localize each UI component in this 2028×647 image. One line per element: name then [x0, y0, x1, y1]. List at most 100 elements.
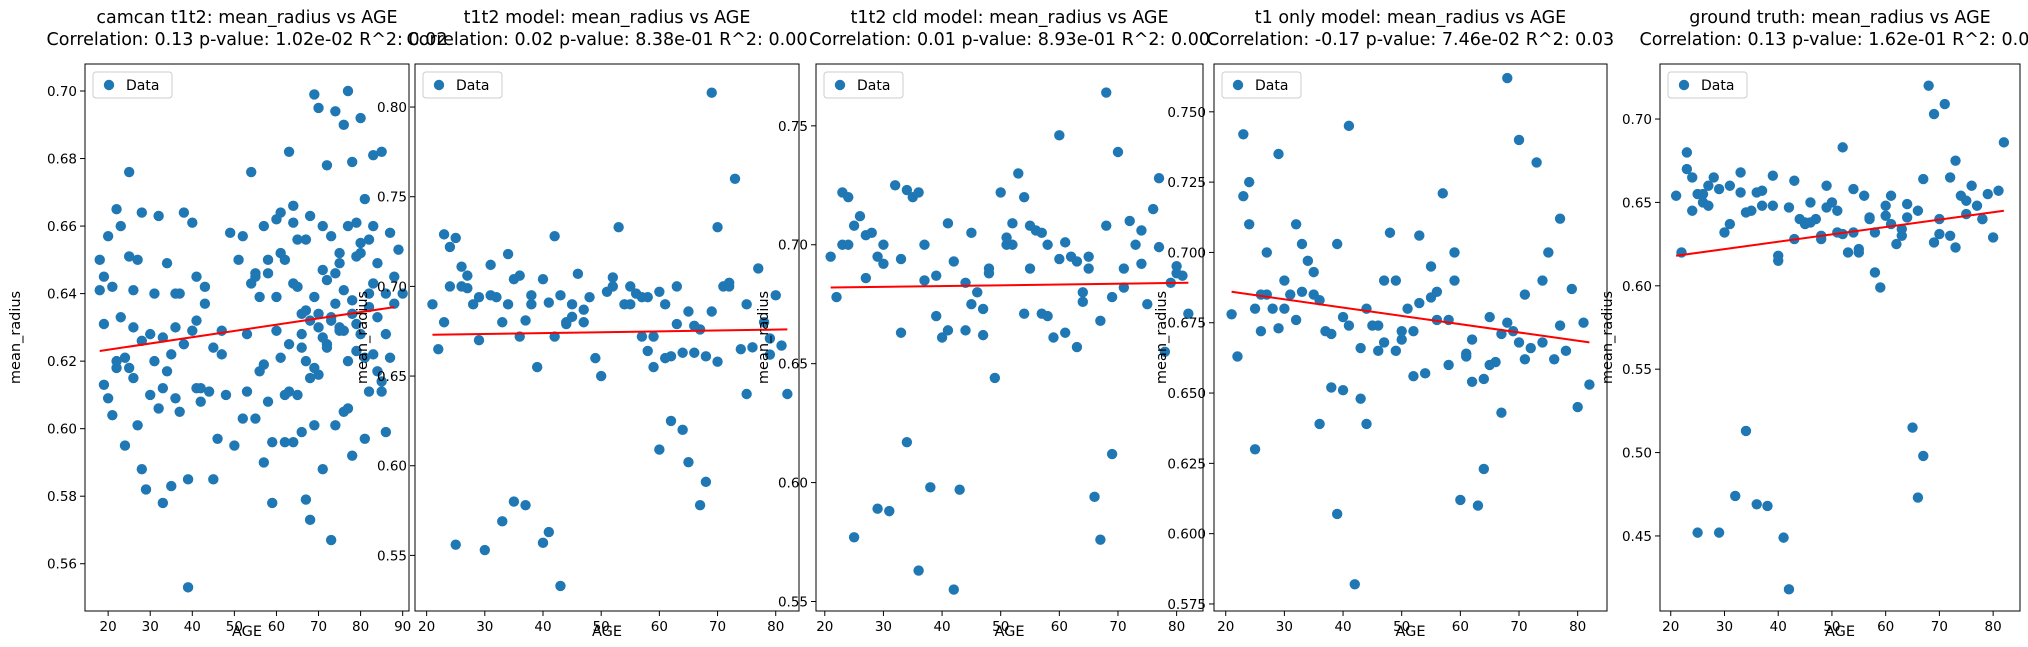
data-point: [723, 277, 735, 288]
data-point: [1390, 345, 1402, 357]
data-point: [1449, 247, 1460, 258]
legend-label: Data: [456, 78, 489, 94]
data-point: [1378, 337, 1390, 348]
data-point: [288, 217, 299, 228]
data-point: [683, 306, 694, 317]
data-point: [497, 516, 508, 527]
data-point: [237, 413, 248, 424]
data-point: [537, 274, 549, 285]
data-point: [1001, 232, 1012, 243]
data-point: [1060, 237, 1071, 248]
x-tick-label: 70: [310, 619, 327, 635]
x-tick-label: 20: [100, 619, 117, 635]
x-tick-label: 40: [1770, 619, 1787, 635]
data-point: [1735, 167, 1746, 178]
data-point: [689, 347, 700, 358]
data-point: [642, 345, 653, 357]
data-point: [1048, 332, 1059, 343]
data-point: [224, 227, 236, 239]
data-points: [825, 87, 1194, 595]
y-tick-label: 0.64: [47, 287, 77, 303]
data-point: [665, 351, 677, 362]
data-point: [1519, 354, 1531, 365]
data-point: [1355, 393, 1366, 404]
y-axis-label: mean_radius: [1154, 291, 1170, 384]
regression-line: [99, 306, 395, 352]
data-point: [338, 325, 349, 336]
x-tick-label: 40: [184, 619, 201, 635]
data-point: [351, 217, 362, 228]
data-point: [1083, 263, 1094, 274]
legend-marker: [1232, 79, 1244, 91]
y-tick-label: 0.65: [377, 369, 407, 385]
legend-box: [92, 71, 173, 99]
data-point: [128, 372, 139, 384]
data-point: [300, 234, 312, 245]
data-point: [1783, 584, 1795, 595]
data-point: [363, 234, 375, 245]
data-point: [317, 220, 328, 232]
legend-label: Data: [1701, 78, 1734, 94]
data-point: [170, 322, 181, 333]
chart-panel-3: t1t2 cld model: mean_radius vs AGECorrel…: [756, 8, 1210, 640]
data-point: [854, 211, 866, 222]
data-point: [948, 256, 959, 267]
data-point: [1437, 188, 1448, 199]
chart-title: t1 only model: mean_radius vs AGE: [1255, 8, 1566, 28]
data-point: [161, 366, 173, 377]
data-point: [157, 497, 169, 509]
data-point: [1466, 376, 1478, 387]
chart-subtitle: Correlation: 0.13 p-value: 1.02e-02 R^2:…: [47, 30, 448, 50]
x-axis-label: AGE: [994, 624, 1024, 640]
x-tick-label: 20: [1662, 619, 1679, 635]
data-point: [497, 317, 508, 328]
data-point: [368, 220, 379, 232]
data-point: [901, 184, 913, 196]
x-tick-label: 80: [1168, 619, 1185, 635]
data-point: [1089, 491, 1100, 503]
data-point: [1858, 190, 1870, 201]
data-point: [444, 281, 456, 292]
data-point: [1513, 337, 1525, 348]
data-point: [467, 299, 479, 310]
data-point: [208, 342, 219, 353]
data-point: [671, 318, 683, 330]
y-tick-label: 0.75: [377, 190, 407, 206]
data-point: [479, 544, 491, 556]
data-point: [677, 347, 688, 358]
data-point: [351, 345, 362, 357]
data-point: [94, 254, 105, 266]
y-tick-label: 0.45: [1622, 529, 1652, 545]
data-point: [237, 231, 248, 242]
data-point: [1060, 327, 1071, 338]
legend-label: Data: [1255, 78, 1288, 94]
legend-marker: [433, 79, 445, 91]
data-point: [729, 173, 741, 184]
data-point: [1071, 341, 1083, 353]
data-point: [1998, 137, 2010, 148]
data-point: [1083, 251, 1094, 262]
data-point: [94, 285, 105, 296]
data-point: [262, 254, 274, 266]
data-point: [1918, 173, 1929, 185]
data-point: [182, 474, 194, 485]
y-tick-label: 0.60: [778, 476, 808, 492]
data-point: [972, 287, 983, 298]
x-tick-label: 50: [992, 619, 1009, 635]
data-point: [1496, 407, 1507, 418]
chart-panel-1: camcan t1t2: mean_radius vs AGECorrelati…: [8, 8, 447, 640]
data-point: [747, 342, 758, 353]
regression-line: [830, 281, 1189, 289]
data-point: [187, 325, 198, 336]
data-point: [531, 361, 543, 373]
data-point: [128, 285, 139, 296]
data-point: [706, 87, 717, 98]
data-point: [473, 334, 485, 346]
data-point: [1982, 188, 1993, 200]
data-point: [123, 362, 135, 374]
data-point: [444, 241, 456, 253]
data-point: [878, 258, 889, 269]
data-point: [1402, 303, 1413, 314]
data-point: [607, 272, 619, 283]
data-point: [346, 295, 358, 306]
